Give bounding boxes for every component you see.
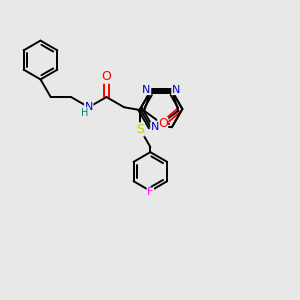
Text: S: S bbox=[136, 123, 144, 136]
Text: N: N bbox=[85, 102, 93, 112]
Text: O: O bbox=[158, 117, 168, 130]
Text: N: N bbox=[151, 122, 159, 132]
Text: H: H bbox=[82, 108, 89, 118]
Text: F: F bbox=[147, 188, 154, 197]
Text: N: N bbox=[142, 85, 151, 94]
Text: N: N bbox=[172, 85, 180, 94]
Text: O: O bbox=[101, 70, 111, 83]
